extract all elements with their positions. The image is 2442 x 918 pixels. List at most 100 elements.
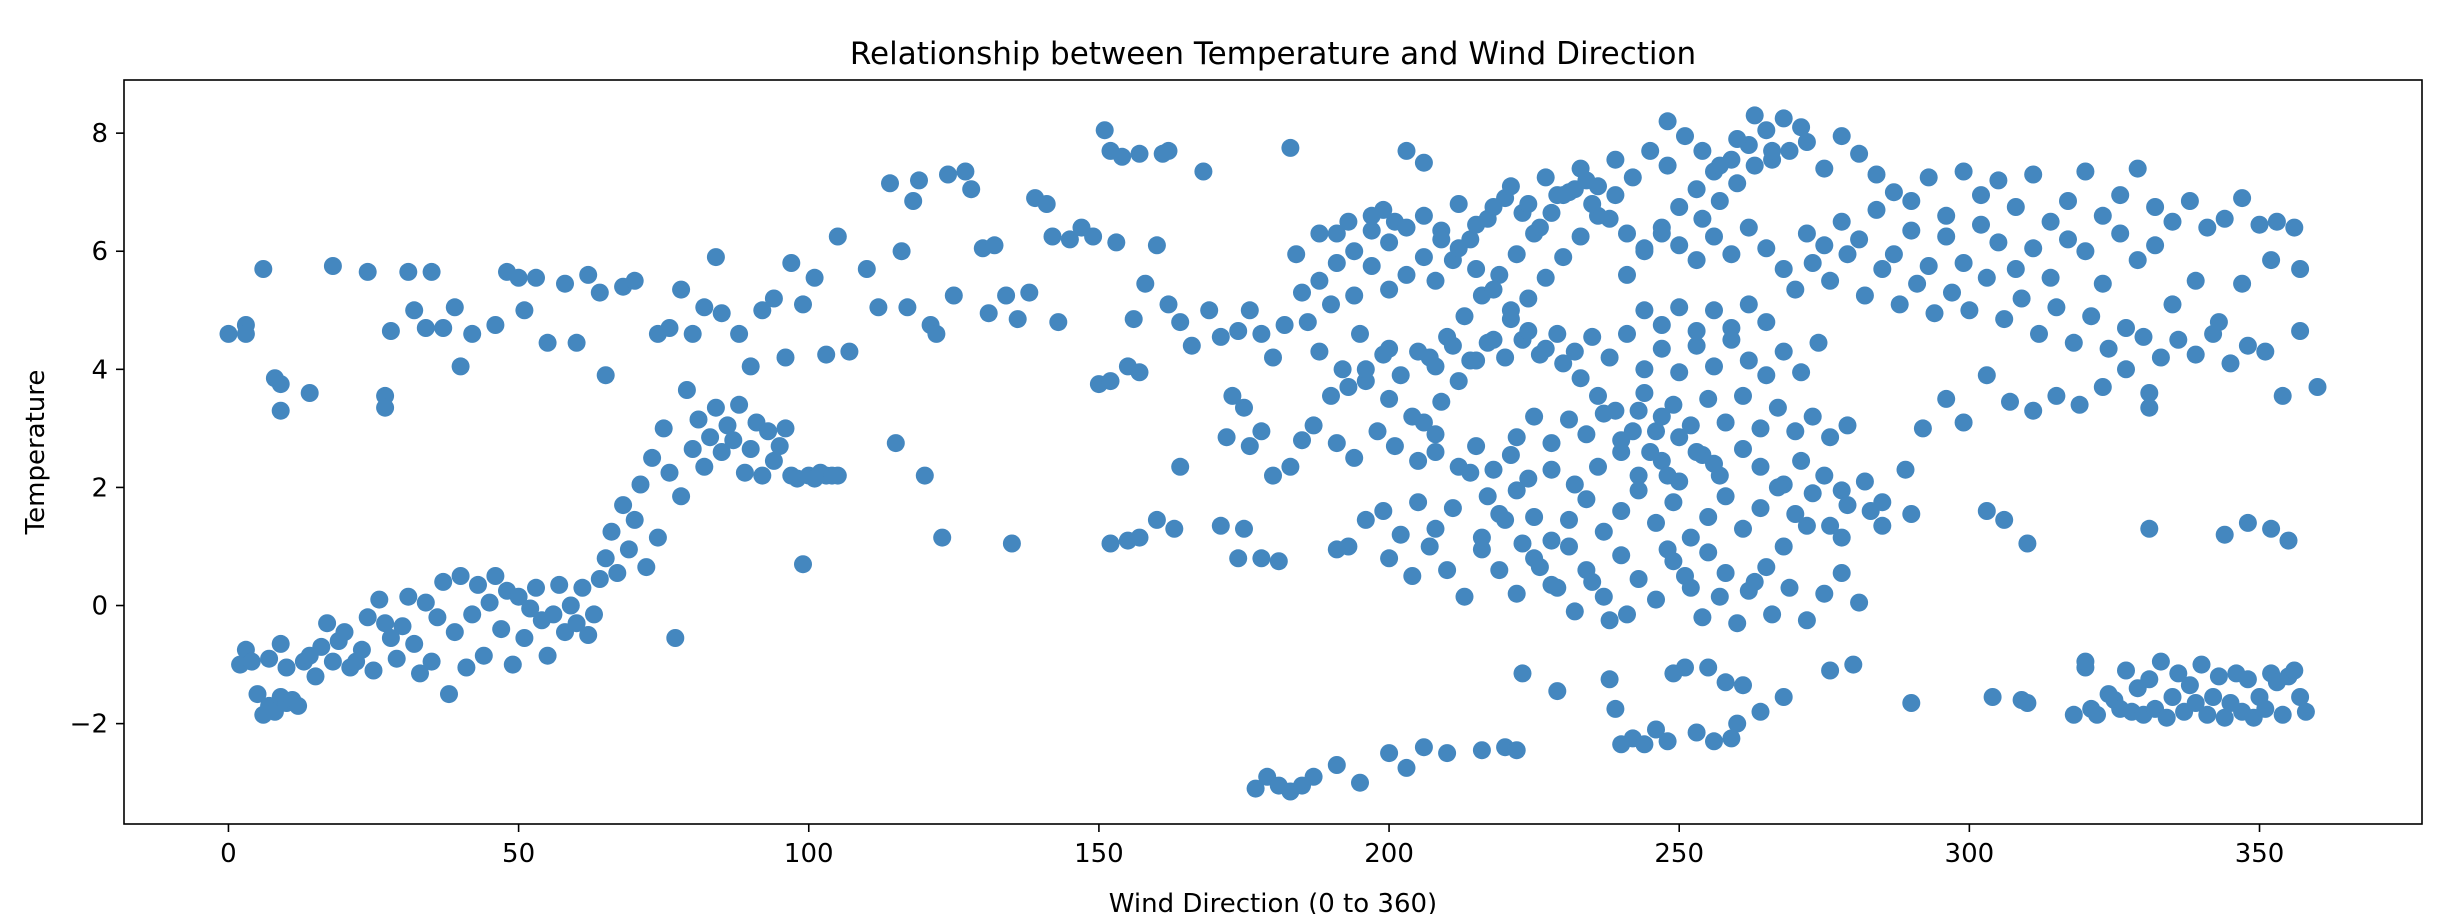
scatter-point	[1797, 516, 1816, 535]
scatter-point	[1734, 676, 1752, 695]
scatter-point	[828, 227, 847, 246]
scatter-point	[730, 395, 749, 414]
scatter-point	[1716, 564, 1735, 582]
scatter-point	[1484, 198, 1503, 216]
scatter-point	[1565, 475, 1584, 494]
scatter-point	[1171, 313, 1190, 332]
scatter-point	[1635, 242, 1654, 261]
scatter-point	[1896, 460, 1915, 479]
scatter-point	[1449, 239, 1468, 258]
scatter-point	[260, 649, 279, 668]
scatter-point	[474, 646, 493, 665]
scatter-point	[2163, 212, 2182, 231]
scatter-point	[1641, 141, 1660, 160]
scatter-point	[1385, 437, 1404, 456]
scatter-point	[1310, 271, 1329, 290]
scatter-point	[741, 357, 760, 376]
scatter-point	[1472, 741, 1491, 760]
scatter-point	[933, 528, 952, 547]
scatter-point	[1124, 310, 1143, 329]
scatter-point	[1832, 481, 1851, 500]
scatter-point	[538, 333, 557, 352]
scatter-point	[1722, 245, 1741, 264]
scatter-point	[579, 626, 598, 644]
scatter-point	[689, 410, 708, 429]
scatter-point	[1832, 528, 1851, 547]
scatter-point	[445, 298, 464, 317]
scatter-point	[2209, 667, 2228, 686]
scatter-point	[399, 262, 418, 281]
scatter-point	[2082, 307, 2101, 326]
scatter-point	[1635, 384, 1654, 402]
scatter-point	[2088, 705, 2106, 724]
scatter-point	[1560, 510, 1578, 529]
scatter-point	[434, 572, 453, 591]
scatter-point	[805, 268, 824, 287]
scatter-point	[1652, 407, 1671, 426]
scatter-point	[1705, 454, 1723, 473]
scatter-point	[1501, 446, 1520, 464]
scatter-point	[724, 431, 743, 450]
scatter-point	[2024, 239, 2043, 258]
scatter-point	[1438, 744, 1457, 763]
scatter-point	[2209, 313, 2228, 332]
scatter-point	[1194, 162, 1213, 181]
scatter-point	[1449, 372, 1468, 391]
scatter-point	[1095, 121, 1114, 140]
scatter-point	[271, 634, 290, 653]
scatter-point	[1937, 206, 1956, 225]
scatter-point	[2267, 212, 2286, 231]
scatter-point	[1977, 366, 1996, 385]
scatter-point	[422, 652, 441, 671]
scatter-point	[1426, 519, 1445, 538]
scatter-point	[1159, 295, 1178, 314]
scatter-point	[706, 398, 725, 417]
x-tick-label: 150	[1074, 839, 1124, 869]
scatter-point	[1432, 230, 1451, 249]
scatter-point	[1780, 141, 1799, 160]
scatter-point	[1710, 192, 1729, 210]
scatter-point	[567, 614, 586, 633]
scatter-point	[2128, 251, 2147, 270]
scatter-point	[1658, 732, 1677, 751]
scatter-point	[2018, 534, 2037, 553]
scatter-point	[660, 319, 679, 337]
scatter-point	[1884, 183, 1903, 202]
scatter-point	[1670, 236, 1689, 255]
scatter-point	[1902, 192, 1921, 210]
scatter-point	[1710, 156, 1729, 175]
scatter-point	[1815, 584, 1834, 603]
scatter-point	[2093, 378, 2112, 396]
scatter-point	[1629, 481, 1648, 500]
scatter-point	[2233, 189, 2252, 208]
scatter-point	[590, 570, 609, 588]
x-axis-label: Wind Direction (0 to 360)	[1109, 889, 1437, 914]
y-tick-label: 8	[91, 119, 108, 149]
scatter-point	[2064, 333, 2083, 352]
scatter-point	[1768, 478, 1787, 497]
scatter-point	[1293, 283, 1311, 302]
scatter-point	[2296, 702, 2315, 721]
scatter-point	[1815, 159, 1834, 178]
scatter-point	[683, 440, 702, 458]
scatter-point	[1536, 339, 1555, 358]
scatter-point	[776, 419, 795, 438]
scatter-point	[1594, 522, 1613, 541]
scatter-point	[1635, 301, 1654, 320]
scatter-point	[1409, 342, 1428, 361]
scatter-point	[1989, 171, 2008, 190]
data-points	[219, 106, 2327, 801]
scatter-point	[2163, 295, 2182, 314]
scatter-point	[1618, 224, 1636, 243]
scatter-point	[1600, 670, 1619, 689]
scatter-point	[2291, 260, 2310, 278]
scatter-point	[886, 434, 905, 453]
scatter-point	[672, 280, 691, 299]
scatter-point	[1705, 732, 1723, 751]
scatter-point	[2157, 708, 2176, 727]
scatter-point	[1745, 572, 1764, 591]
scatter-point	[1455, 587, 1474, 606]
scatter-point	[712, 443, 731, 461]
scatter-point	[1542, 203, 1561, 222]
